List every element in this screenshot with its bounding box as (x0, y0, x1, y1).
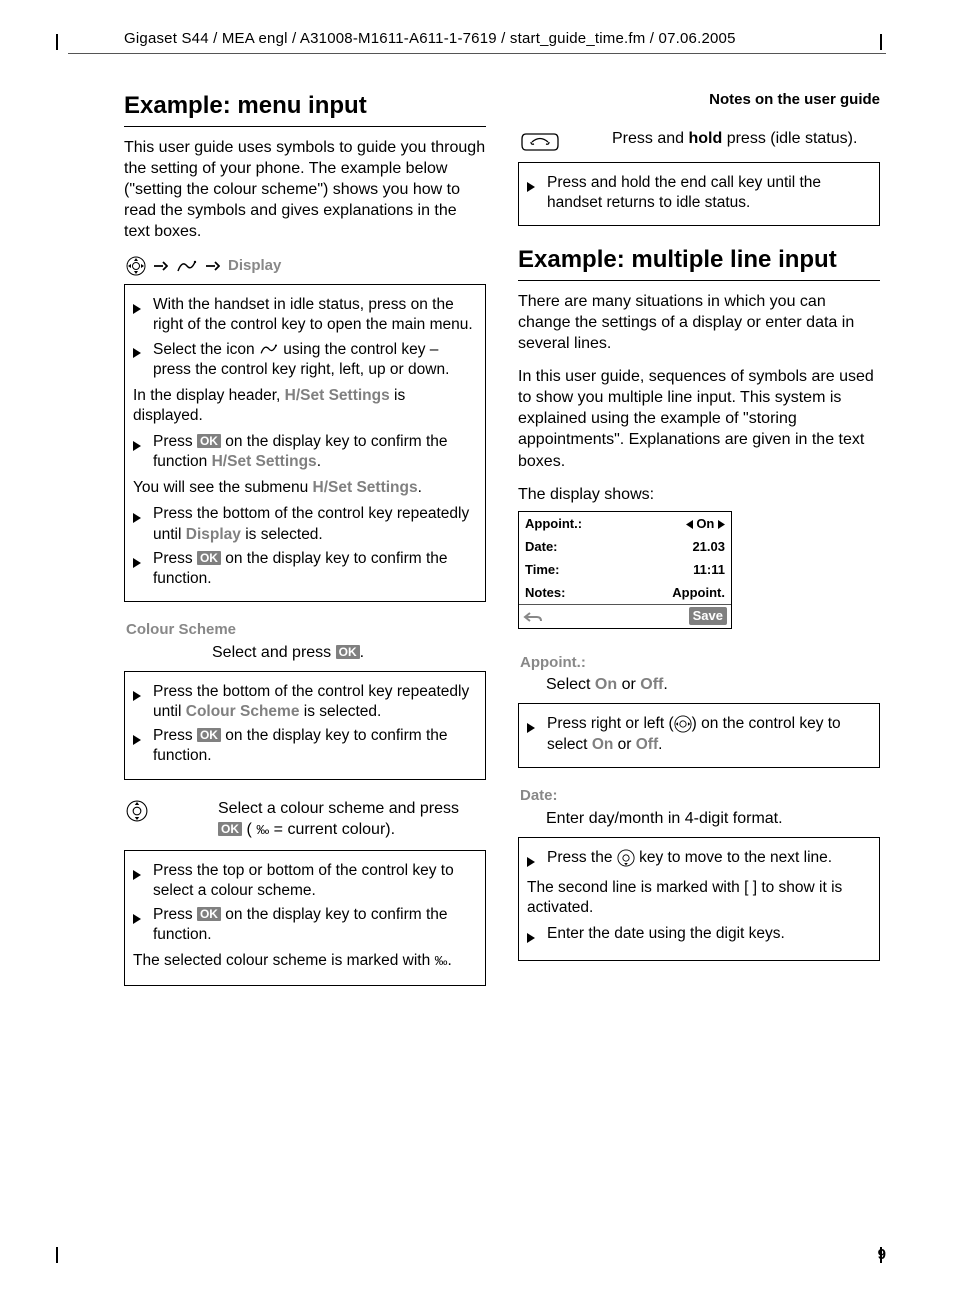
bullet-icon (133, 691, 141, 701)
appoint-label: Appoint.: (520, 653, 880, 673)
select-scheme-row: Select a colour scheme and press OK ( ‰ … (126, 798, 486, 840)
hold-text: Press and hold press (idle status). (612, 128, 880, 149)
tick-icon: ‰ (435, 953, 448, 970)
disp-r1-l: Appoint.: (525, 515, 582, 532)
left-column: Example: menu input This user guide uses… (124, 90, 486, 1004)
heading-menu-input: Example: menu input (124, 90, 486, 127)
bullet-icon (133, 513, 141, 523)
box-date-item1: Press the key to move to the next line. (547, 848, 871, 872)
arrow-right-icon (154, 260, 168, 272)
instruction-box-appoint: Press right or left () on the control ke… (518, 703, 880, 767)
bullet-icon (527, 182, 535, 192)
settings-wave-icon (259, 342, 279, 356)
disp-r4-l: Notes: (525, 584, 565, 601)
bullet-icon (133, 558, 141, 568)
save-button: Save (689, 607, 727, 624)
right-column: Notes on the user guide Press and hold p… (518, 90, 880, 1004)
bullet-icon (527, 723, 535, 733)
date-desc: Enter day/month in 4-digit format. (546, 808, 880, 829)
bullet-icon (133, 348, 141, 358)
heading-multiline: Example: multiple line input (518, 244, 880, 281)
header-line: Gigaset S44 / MEA engl / A31008-M1611-A6… (68, 30, 886, 54)
box1-plain1: In the display header, H/Set Settings is… (133, 386, 477, 426)
box1-item1: With the handset in idle status, press o… (153, 295, 477, 335)
box1-plain2: You will see the submenu H/Set Settings. (133, 478, 477, 498)
disp-r1-r: On (686, 515, 725, 532)
right-p1: There are many situations in which you c… (518, 291, 880, 354)
bullet-icon (527, 933, 535, 943)
bullet-icon (133, 914, 141, 924)
tick-icon: ‰ (256, 821, 269, 838)
ok-badge: OK (197, 551, 221, 565)
nav-display-label: Display (228, 256, 281, 276)
bullet-icon (133, 735, 141, 745)
box2-item1: Press the bottom of the control key repe… (153, 682, 477, 722)
bullet-icon (133, 870, 141, 880)
box2-item2: Press OK on the display key to confirm t… (153, 726, 477, 766)
end-call-key-icon (520, 130, 560, 152)
intro-paragraph: This user guide uses symbols to guide yo… (124, 137, 486, 243)
bullet-icon (133, 441, 141, 451)
box3-item1: Press the top or bottom of the control k… (153, 861, 477, 901)
ok-badge: OK (197, 434, 221, 448)
control-key-lr-icon (674, 715, 692, 733)
instruction-box-date: Press the key to move to the next line. … (518, 837, 880, 962)
right-p2: In this user guide, sequences of symbols… (518, 366, 880, 472)
page-number: 9 (878, 1246, 886, 1263)
box1-item3: Press OK on the display key to confirm t… (153, 432, 477, 472)
arrow-right-icon (206, 260, 220, 272)
control-key-down-icon (617, 849, 635, 867)
control-key-updown-icon (126, 800, 148, 822)
disp-r2-r: 21.03 (692, 538, 725, 555)
control-key-icon (126, 256, 146, 276)
back-icon (523, 607, 543, 624)
ok-badge: OK (218, 822, 242, 836)
colour-scheme-label: Colour Scheme (126, 620, 486, 640)
bullet-icon (133, 304, 141, 314)
appoint-desc: Select On or Off. (546, 674, 880, 695)
disp-r2-l: Date: (525, 538, 558, 555)
right-p3: The display shows: (518, 484, 880, 505)
ok-badge: OK (336, 645, 360, 659)
box1-item4: Press the bottom of the control key repe… (153, 504, 477, 544)
box-hold-item: Press and hold the end call key until th… (547, 173, 871, 213)
box-date-plain: The second line is marked with [ ] to sh… (527, 878, 871, 918)
box3-plain: The selected colour scheme is marked wit… (133, 951, 477, 971)
box3-item2: Press OK on the display key to confirm t… (153, 905, 477, 945)
instruction-box-2: Press the bottom of the control key repe… (124, 671, 486, 780)
colour-scheme-desc: Select and press OK. (212, 642, 486, 663)
box1-item2: Select the icon using the control key – … (153, 340, 477, 380)
instruction-box-3: Press the top or bottom of the control k… (124, 850, 486, 987)
date-label: Date: (520, 786, 880, 806)
instruction-box-hold: Press and hold the end call key until th… (518, 162, 880, 226)
triangle-left-icon (686, 520, 693, 529)
triangle-right-icon (718, 520, 725, 529)
phone-display: Appoint.: On Date: 21.03 Time: 11:11 Notes… (518, 511, 732, 629)
hold-row: Press and hold press (idle status). (520, 128, 880, 152)
section-label: Notes on the user guide (518, 90, 880, 110)
ok-badge: OK (197, 907, 221, 921)
select-scheme-text: Select a colour scheme and press OK ( ‰ … (218, 798, 486, 840)
nav-path: Display (126, 256, 486, 276)
disp-r3-l: Time: (525, 561, 559, 578)
disp-r3-r: 11:11 (693, 561, 725, 578)
box-appoint-item: Press right or left () on the control ke… (547, 714, 871, 754)
bullet-icon (527, 857, 535, 867)
ok-badge: OK (197, 728, 221, 742)
box1-item5: Press OK on the display key to confirm t… (153, 549, 477, 589)
box-date-item2: Enter the date using the digit keys. (547, 924, 871, 948)
instruction-box-1: With the handset in idle status, press o… (124, 284, 486, 602)
settings-wave-icon (176, 258, 198, 274)
disp-r4-r: Appoint. (672, 584, 725, 601)
